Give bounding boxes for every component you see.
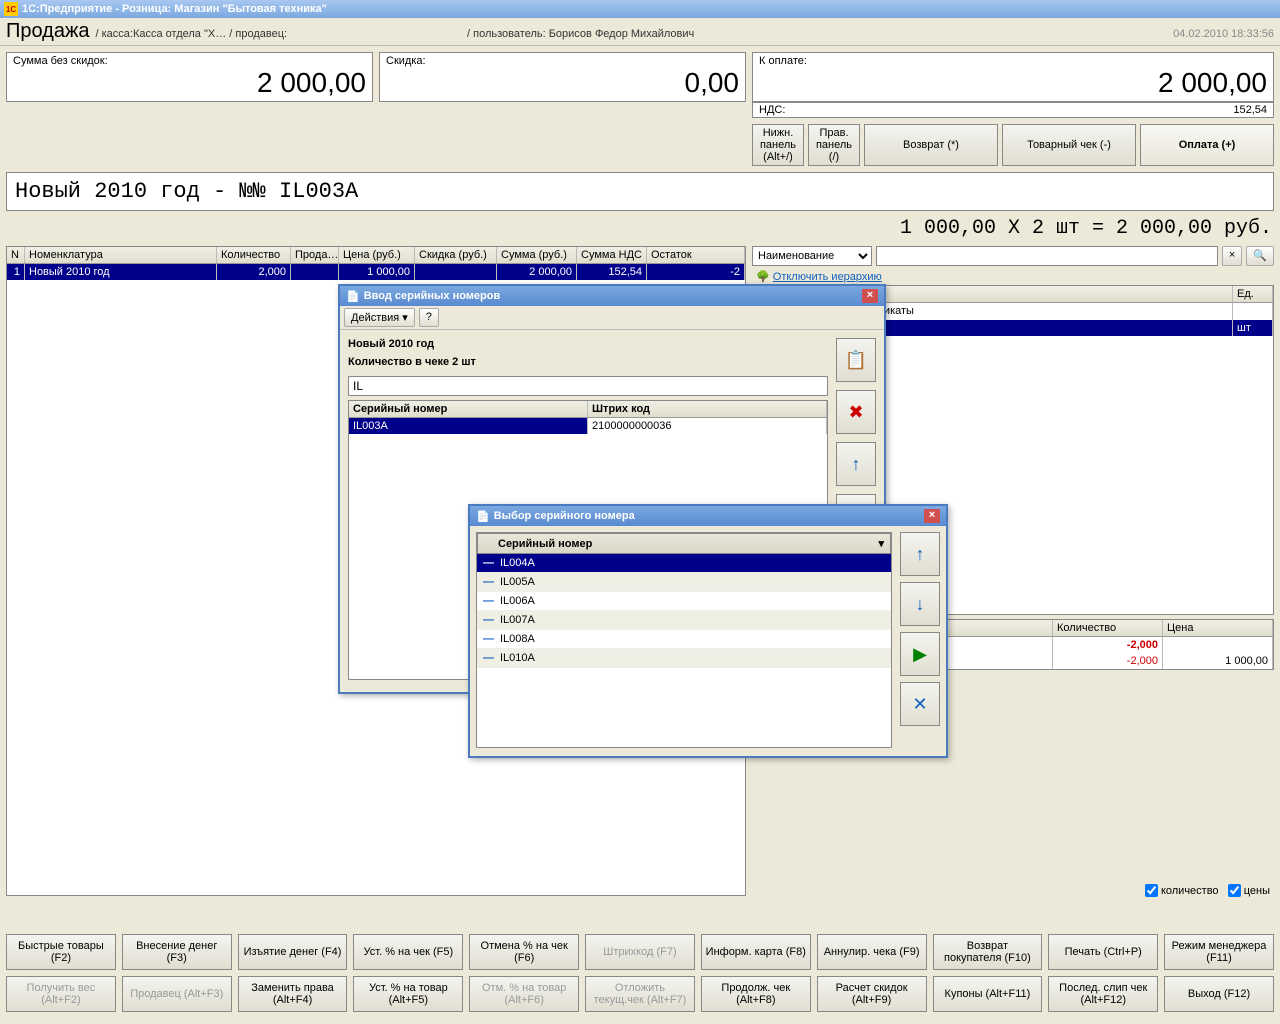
dialog-icon: 📄: [346, 290, 360, 303]
bottom-button[interactable]: Аннулир. чека (F9): [817, 934, 927, 970]
bottom-toolbar: Быстрые товары (F2)Внесение денег (F3)Из…: [0, 928, 1280, 1024]
bottom-button[interactable]: Расчет скидок (Alt+F9): [817, 976, 927, 1012]
discount-label: Скидка:: [386, 55, 739, 67]
serial-option[interactable]: —IL006A: [477, 592, 891, 611]
nds-value: 152,54: [1233, 104, 1267, 116]
ok-button[interactable]: ▶: [900, 632, 940, 676]
page-title: Продажа: [6, 20, 89, 43]
due-value: 2 000,00: [759, 67, 1267, 99]
items-row[interactable]: 1 Новый 2010 год 2,000 1 000,00 2 000,00…: [7, 264, 745, 280]
item-line: Новый 2010 год - №№ IL003A: [6, 172, 1274, 211]
close-button[interactable]: ×: [924, 509, 940, 523]
col-disc: Скидка (руб.): [415, 247, 497, 263]
hierarchy-toggle[interactable]: Отключить иерархию: [773, 271, 882, 283]
page-header: Продажа / касса:Касса отдела "Х… / прода…: [0, 18, 1280, 46]
dlg2-title: Выбор серийного номера: [494, 510, 635, 522]
page-datetime: 04.02.2010 18:33:56: [1173, 28, 1274, 40]
dlg2-col: Серийный номер: [498, 538, 592, 550]
price-checkbox[interactable]: цены: [1228, 884, 1270, 897]
down-button[interactable]: ↓: [900, 582, 940, 626]
bottom-button[interactable]: Купоны (Alt+F11): [933, 976, 1043, 1012]
payment-button[interactable]: Оплата (+): [1140, 124, 1274, 166]
bottom-button[interactable]: Информ. карта (F8): [701, 934, 811, 970]
cancel-button[interactable]: ✕: [900, 682, 940, 726]
col-rest: Остаток: [647, 247, 745, 263]
close-button[interactable]: ×: [862, 289, 878, 303]
qty-checkbox[interactable]: количество: [1145, 884, 1219, 897]
bottom-button: Штрихкод (F7): [585, 934, 695, 970]
serial-input[interactable]: [348, 376, 828, 396]
up-button[interactable]: ↑: [836, 442, 876, 486]
bottom-button[interactable]: Послед. слип чек (Alt+F12): [1048, 976, 1158, 1012]
bottom-button[interactable]: Изъятие денег (F4): [238, 934, 348, 970]
return-button[interactable]: Возврат (*): [864, 124, 998, 166]
col-sale: Прода…: [291, 247, 339, 263]
bottom-button: Отложить текущ.чек (Alt+F7): [585, 976, 695, 1012]
sum-label: Сумма без скидок:: [13, 55, 366, 67]
page-user: / пользователь: Борисов Федор Михайлович: [467, 28, 694, 40]
col-sum: Сумма (руб.): [497, 247, 577, 263]
dlg1-title: Ввод серийных номеров: [364, 290, 501, 302]
bottom-button: Получить вес (Alt+F2): [6, 976, 116, 1012]
dlg1-qty: Количество в чеке 2 шт: [348, 356, 828, 368]
calc-line: 1 000,00 Х 2 шт = 2 000,00 руб.: [0, 215, 1280, 246]
page-path: / касса:Касса отдела "Х… / продавец:: [95, 28, 287, 40]
search-input[interactable]: [876, 246, 1218, 266]
tree-icon: 🌳: [756, 271, 770, 283]
search-button[interactable]: 🔍: [1246, 246, 1274, 266]
bottom-button: Отм. % на товар (Alt+F6): [469, 976, 579, 1012]
due-label: К оплате:: [759, 55, 1267, 67]
col-qty: Количество: [217, 247, 291, 263]
dialog-icon: 📄: [476, 510, 490, 523]
nds-label: НДС:: [759, 104, 785, 116]
serial-option[interactable]: —IL005A: [477, 573, 891, 592]
dlg1-item: Новый 2010 год: [348, 338, 828, 350]
up-button[interactable]: ↑: [900, 532, 940, 576]
stock-col-price: Цена: [1163, 620, 1273, 636]
receipt-button[interactable]: Товарный чек (-): [1002, 124, 1136, 166]
bottom-button[interactable]: Режим менеджера (F11): [1164, 934, 1274, 970]
right-panel-button[interactable]: Прав. панель (/): [808, 124, 860, 166]
col-price: Цена (руб.): [339, 247, 415, 263]
app-icon: 1C: [4, 2, 18, 16]
discount-value: 0,00: [386, 67, 739, 99]
app-titlebar: 1C 1С:Предприятие - Розница: Магазин "Бы…: [0, 0, 1280, 18]
col-n: N: [7, 247, 25, 263]
serial-option[interactable]: —IL007A: [477, 611, 891, 630]
serial-row[interactable]: IL003A 2100000000036: [349, 418, 827, 434]
app-title: 1С:Предприятие - Розница: Магазин "Бытов…: [22, 3, 327, 15]
col-nds: Сумма НДС: [577, 247, 647, 263]
add-button[interactable]: 📋: [836, 338, 876, 382]
bottom-button[interactable]: Заменить права (Alt+F4): [238, 976, 348, 1012]
bottom-button[interactable]: Отмена % на чек (F6): [469, 934, 579, 970]
bottom-button[interactable]: Выход (F12): [1164, 976, 1274, 1012]
bottom-button[interactable]: Продолж. чек (Alt+F8): [701, 976, 811, 1012]
cat-col-unit: Ед.: [1233, 286, 1273, 302]
serial-option[interactable]: —IL008A: [477, 630, 891, 649]
bottom-button[interactable]: Уст. % на товар (Alt+F5): [353, 976, 463, 1012]
dlg1-col-serial: Серийный номер: [349, 401, 588, 417]
bottom-button[interactable]: Уст. % на чек (F5): [353, 934, 463, 970]
bottom-button[interactable]: Возврат покупателя (F10): [933, 934, 1043, 970]
serial-option[interactable]: —IL004A: [477, 554, 891, 573]
search-mode-select[interactable]: Наименование: [752, 246, 872, 266]
actions-menu[interactable]: Действия ▾: [344, 308, 415, 327]
remove-button[interactable]: ✖: [836, 390, 876, 434]
bottom-button[interactable]: Внесение денег (F3): [122, 934, 232, 970]
dlg1-col-barcode: Штрих код: [588, 401, 827, 417]
sum-value: 2 000,00: [13, 67, 366, 99]
bottom-button: Продавец (Alt+F3): [122, 976, 232, 1012]
help-button[interactable]: ?: [419, 308, 439, 327]
bottom-button[interactable]: Быстрые товары (F2): [6, 934, 116, 970]
bottom-button[interactable]: Печать (Ctrl+P): [1048, 934, 1158, 970]
col-name: Номенклатура: [25, 247, 217, 263]
stock-col-qty: Количество: [1053, 620, 1163, 636]
serial-select-dialog: 📄 Выбор серийного номера × Серийный номе…: [468, 504, 948, 758]
clear-search-button[interactable]: ×: [1222, 246, 1242, 266]
bottom-panel-button[interactable]: Нижн. панель (Alt+/): [752, 124, 804, 166]
serial-option[interactable]: —IL010A: [477, 649, 891, 668]
